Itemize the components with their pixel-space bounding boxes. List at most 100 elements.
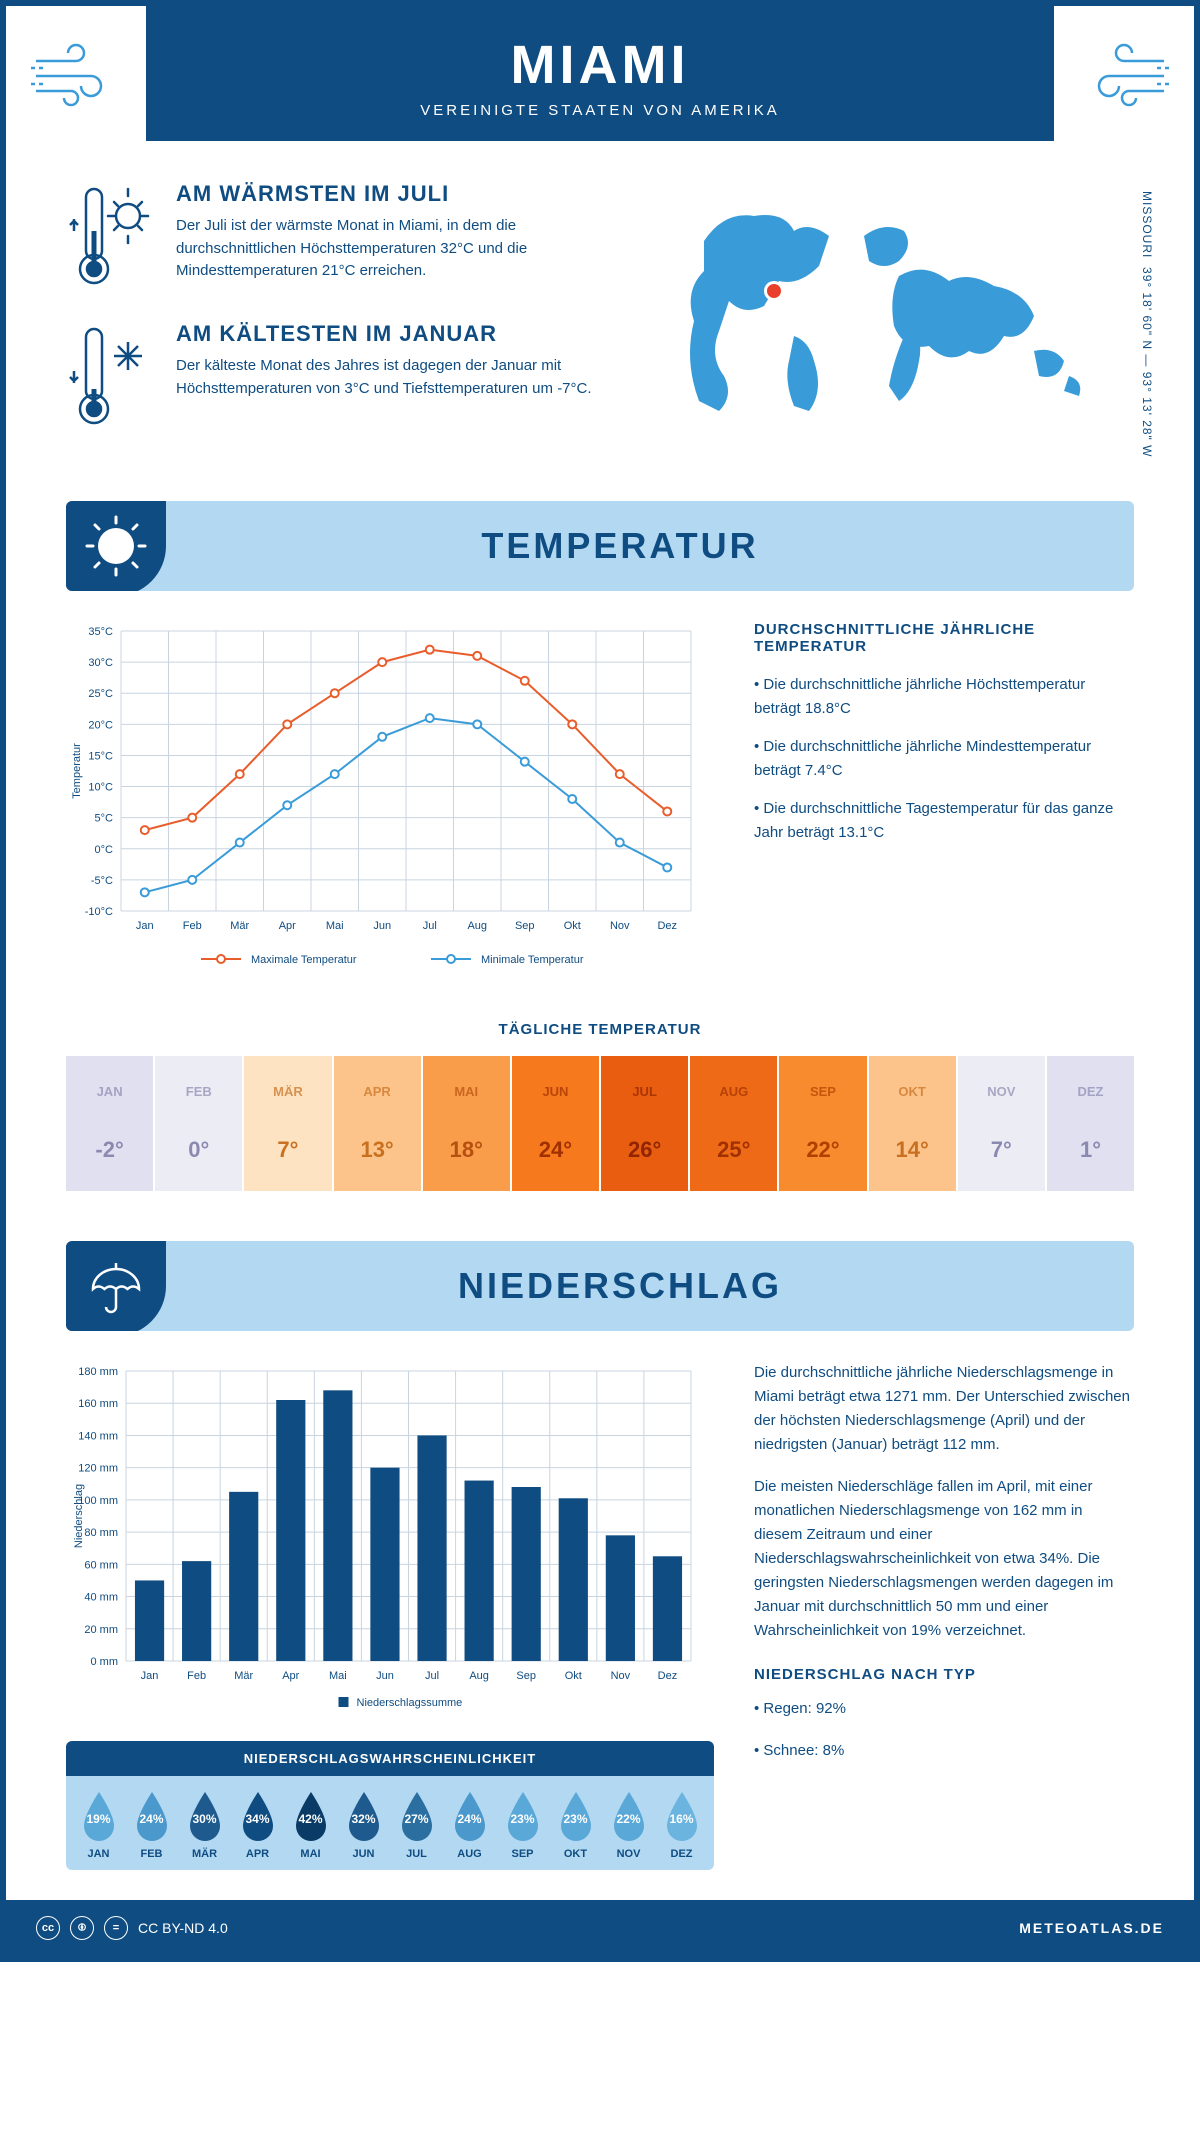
svg-text:Mär: Mär	[230, 920, 249, 932]
nd-icon: =	[104, 1916, 128, 1940]
svg-text:40 mm: 40 mm	[84, 1592, 118, 1604]
wind-icon	[6, 6, 146, 146]
svg-text:-10°C: -10°C	[85, 906, 113, 918]
footer: cc 🅯 = CC BY-ND 4.0 METEOATLAS.DE	[6, 1900, 1194, 1956]
daily-cell: NOV7°	[958, 1056, 1045, 1191]
daily-temperature-strip: JAN-2°FEB0°MÄR7°APR13°MAI18°JUN24°JUL26°…	[66, 1056, 1134, 1191]
svg-text:-5°C: -5°C	[91, 875, 113, 887]
page-subtitle: VEREINIGTE STAATEN VON AMERIKA	[6, 102, 1194, 119]
svg-text:80 mm: 80 mm	[84, 1527, 118, 1539]
svg-text:Dez: Dez	[658, 1670, 678, 1682]
probability-cell: 42%MAI	[284, 1790, 337, 1860]
section-header-precipitation: NIEDERSCHLAG	[66, 1241, 1134, 1331]
probability-strip: 19%JAN24%FEB30%MÄR34%APR42%MAI32%JUN27%J…	[66, 1776, 714, 1870]
svg-text:Mai: Mai	[326, 920, 344, 932]
svg-text:Aug: Aug	[469, 1670, 489, 1682]
svg-text:Okt: Okt	[564, 920, 581, 932]
probability-cell: 16%DEZ	[655, 1790, 708, 1860]
wind-icon	[1054, 6, 1194, 146]
coordinates: MISSOURI 39° 18' 60" N — 93° 13' 28" W	[1140, 191, 1154, 457]
probability-cell: 34%APR	[231, 1790, 284, 1860]
thermometer-snow-icon	[66, 321, 156, 431]
daily-title: TÄGLICHE TEMPERATUR	[66, 1021, 1134, 1038]
fact-coldest: AM KÄLTESTEN IM JANUAR Der kälteste Mona…	[66, 321, 634, 431]
probability-cell: 27%JUL	[390, 1790, 443, 1860]
license-text: CC BY-ND 4.0	[138, 1920, 228, 1936]
svg-text:Sep: Sep	[516, 1670, 536, 1682]
daily-cell: MAI18°	[423, 1056, 510, 1191]
svg-text:10°C: 10°C	[88, 782, 113, 794]
probability-cell: 23%OKT	[549, 1790, 602, 1860]
svg-text:Okt: Okt	[565, 1670, 582, 1682]
svg-text:180 mm: 180 mm	[78, 1366, 118, 1378]
svg-text:Minimale Temperatur: Minimale Temperatur	[481, 954, 584, 966]
cc-icon: cc	[36, 1916, 60, 1940]
svg-text:15°C: 15°C	[88, 750, 113, 762]
probability-cell: 19%JAN	[72, 1790, 125, 1860]
svg-text:25°C: 25°C	[88, 688, 113, 700]
summary-bullet: • Die durchschnittliche jährliche Höchst…	[754, 673, 1134, 721]
type-line: • Regen: 92%	[754, 1697, 1134, 1721]
svg-text:20°C: 20°C	[88, 719, 113, 731]
svg-text:Jan: Jan	[136, 920, 154, 932]
svg-text:Nov: Nov	[610, 920, 630, 932]
page-title: MIAMI	[6, 34, 1194, 96]
summary-title: DURCHSCHNITTLICHE JÄHRLICHE TEMPERATUR	[754, 621, 1134, 655]
summary-paragraph: Die meisten Niederschläge fallen im Apri…	[754, 1475, 1134, 1643]
daily-cell: DEZ1°	[1047, 1056, 1134, 1191]
svg-text:160 mm: 160 mm	[78, 1398, 118, 1410]
svg-text:Nov: Nov	[611, 1670, 631, 1682]
temperature-summary: DURCHSCHNITTLICHE JÄHRLICHE TEMPERATUR •…	[754, 621, 1134, 981]
svg-text:Dez: Dez	[657, 920, 677, 932]
probability-cell: 32%JUN	[337, 1790, 390, 1860]
daily-cell: APR13°	[334, 1056, 421, 1191]
probability-cell: 22%NOV	[602, 1790, 655, 1860]
temperature-line-chart: -10°C -5°C 0°C 5°C 10°C 15°C 20°C 25°C 30°C 35°C J…	[66, 621, 714, 981]
svg-text:Niederschlagssumme: Niederschlagssumme	[357, 1697, 463, 1709]
site-name: METEOATLAS.DE	[1019, 1920, 1164, 1936]
svg-text:35°C: 35°C	[88, 626, 113, 638]
daily-cell: JAN-2°	[66, 1056, 153, 1191]
section-header-temperature: TEMPERATUR	[66, 501, 1134, 591]
svg-text:5°C: 5°C	[95, 813, 114, 825]
header: MIAMI VEREINIGTE STAATEN VON AMERIKA	[6, 6, 1194, 141]
svg-text:Sep: Sep	[515, 920, 535, 932]
umbrella-icon	[66, 1241, 166, 1331]
svg-text:Niederschlag: Niederschlag	[73, 1484, 85, 1548]
svg-text:Jul: Jul	[425, 1670, 439, 1682]
fact-title: AM WÄRMSTEN IM JULI	[176, 181, 634, 207]
svg-text:Apr: Apr	[282, 1670, 299, 1682]
section-title: NIEDERSCHLAG	[206, 1265, 1134, 1307]
svg-text:0°C: 0°C	[95, 844, 114, 856]
svg-text:20 mm: 20 mm	[84, 1624, 118, 1636]
daily-cell: SEP22°	[779, 1056, 866, 1191]
sun-icon	[66, 501, 166, 591]
by-icon: 🅯	[70, 1916, 94, 1940]
type-title: NIEDERSCHLAG NACH TYP	[754, 1663, 1134, 1687]
daily-cell: JUL26°	[601, 1056, 688, 1191]
svg-text:Feb: Feb	[183, 920, 202, 932]
svg-text:Jun: Jun	[373, 920, 391, 932]
svg-text:Feb: Feb	[187, 1670, 206, 1682]
svg-text:Apr: Apr	[279, 920, 296, 932]
fact-title: AM KÄLTESTEN IM JANUAR	[176, 321, 634, 347]
probability-cell: 24%FEB	[125, 1790, 178, 1860]
daily-cell: MÄR7°	[244, 1056, 331, 1191]
fact-text: Der Juli ist der wärmste Monat in Miami,…	[176, 215, 634, 283]
precipitation-summary: Die durchschnittliche jährliche Niedersc…	[754, 1361, 1134, 1870]
fact-text: Der kälteste Monat des Jahres ist dagege…	[176, 355, 634, 400]
svg-text:30°C: 30°C	[88, 657, 113, 669]
type-line: • Schnee: 8%	[754, 1739, 1134, 1763]
svg-text:Temperatur: Temperatur	[71, 743, 83, 799]
svg-text:Aug: Aug	[467, 920, 487, 932]
probability-cell: 23%SEP	[496, 1790, 549, 1860]
svg-text:Jun: Jun	[376, 1670, 394, 1682]
svg-text:140 mm: 140 mm	[78, 1430, 118, 1442]
probability-cell: 24%AUG	[443, 1790, 496, 1860]
world-map: MISSOURI 39° 18' 60" N — 93° 13' 28" W	[674, 181, 1134, 461]
daily-cell: AUG25°	[690, 1056, 777, 1191]
svg-text:60 mm: 60 mm	[84, 1559, 118, 1571]
precipitation-bar-chart: 0 mm20 mm40 mm60 mm80 mm100 mm120 mm140 …	[66, 1361, 714, 1721]
daily-cell: FEB0°	[155, 1056, 242, 1191]
probability-cell: 30%MÄR	[178, 1790, 231, 1860]
